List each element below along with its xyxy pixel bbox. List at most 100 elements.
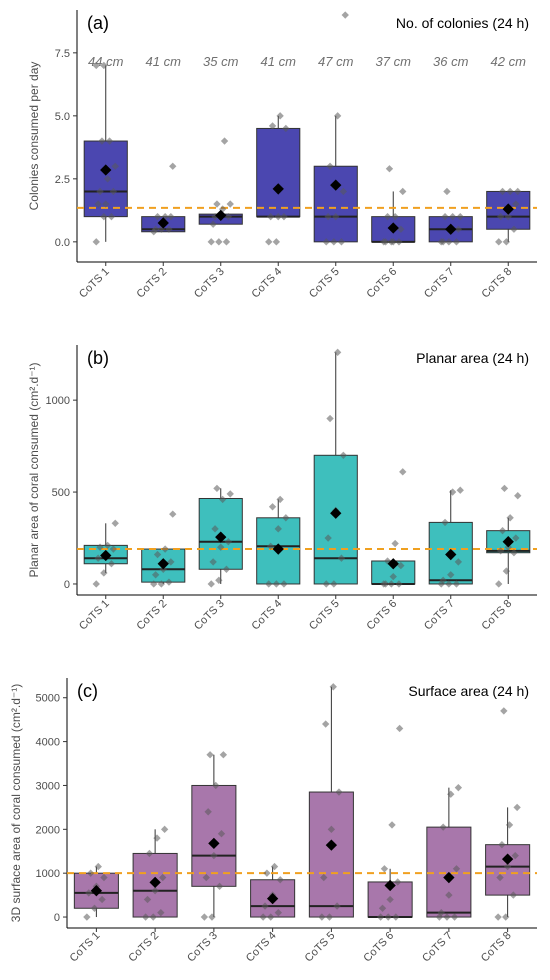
data-point <box>261 902 269 910</box>
y-tick-label: 500 <box>52 487 70 499</box>
data-point <box>387 580 396 588</box>
data-point <box>502 567 511 575</box>
box-7 <box>426 826 472 918</box>
data-point <box>111 519 119 527</box>
data-point <box>333 112 342 120</box>
data-point <box>502 238 511 246</box>
y-tick-label: 1000 <box>36 868 60 880</box>
cots-size-label: 37 cm <box>376 54 412 69</box>
data-point <box>514 187 522 196</box>
data-point <box>282 514 290 522</box>
data-point <box>100 212 108 221</box>
data-point <box>222 565 231 573</box>
data-point <box>151 571 160 579</box>
data-point <box>494 913 502 921</box>
data-point <box>324 212 332 221</box>
x-tick-label: CoTS 8 <box>480 598 515 633</box>
data-point <box>324 534 332 542</box>
mean-marker <box>445 548 457 561</box>
data-point <box>456 212 464 221</box>
data-point <box>215 882 224 891</box>
data-point <box>215 238 223 246</box>
data-point <box>266 212 275 221</box>
data-point <box>209 558 217 566</box>
data-point <box>395 580 403 588</box>
y-tick-label: 5.0 <box>55 111 70 123</box>
mean-marker <box>157 217 169 229</box>
data-point <box>452 865 461 873</box>
y-tick-label: 4000 <box>36 737 60 749</box>
data-point <box>100 569 108 577</box>
data-point <box>339 187 348 196</box>
data-point <box>202 873 210 882</box>
data-point <box>272 238 281 246</box>
data-point <box>94 200 102 208</box>
data-point <box>92 61 100 70</box>
data-point <box>100 61 108 70</box>
panel-title: Surface area (24 h) <box>408 683 529 699</box>
data-point <box>211 525 219 533</box>
cots-size-label: 36 cm <box>433 54 469 69</box>
mean-marker <box>501 853 514 865</box>
data-point <box>167 212 175 221</box>
data-point <box>341 11 349 19</box>
data-point <box>448 212 457 221</box>
data-point <box>109 545 118 553</box>
panel-c: 0 1000 2000 3000 4000 5000 3D surface area of … <box>9 678 537 964</box>
data-point <box>456 486 464 494</box>
y-tick-label: 2000 <box>36 824 60 836</box>
data-point <box>274 525 282 533</box>
data-point <box>495 580 503 588</box>
data-point <box>92 580 100 588</box>
x-tick-label: CoTS 8 <box>480 266 515 301</box>
data-point <box>447 790 455 798</box>
data-point <box>496 873 504 882</box>
mean-marker <box>215 209 227 222</box>
data-point <box>447 571 455 579</box>
data-point <box>217 830 226 838</box>
data-point <box>153 550 162 559</box>
data-point <box>206 751 214 759</box>
mean-marker <box>384 879 396 892</box>
data-point <box>215 576 223 584</box>
data-point <box>107 212 116 221</box>
x-tick-label: CoTS 1 <box>68 930 103 965</box>
data-point <box>441 518 449 527</box>
box-5 <box>308 791 354 918</box>
data-point <box>510 549 518 557</box>
cots-size-label: 35 cm <box>203 54 239 69</box>
cots-size-label: 44 cm <box>88 54 124 69</box>
y-tick-label: 2.5 <box>55 174 70 186</box>
data-point <box>506 187 514 196</box>
x-tick-label: CoTS 3 <box>192 266 227 301</box>
x-tick-label: CoTS 3 <box>185 930 220 965</box>
y-tick-label: 0.0 <box>55 237 70 249</box>
mean-marker <box>157 558 169 570</box>
data-point <box>213 200 221 208</box>
cots-size-label: 41 cm <box>146 54 182 69</box>
data-point <box>85 889 93 897</box>
data-point <box>322 580 330 588</box>
data-point <box>330 580 338 588</box>
data-point <box>329 683 337 691</box>
panel-title: No. of colonies (24 h) <box>396 15 529 31</box>
data-point <box>496 547 505 555</box>
x-tick-label: CoTS 2 <box>126 930 161 965</box>
x-tick-label: CoTS 7 <box>422 266 457 301</box>
data-point <box>391 539 399 548</box>
data-point <box>511 851 519 860</box>
data-point <box>384 913 392 921</box>
data-point <box>333 902 341 910</box>
x-tick-label: CoTS 3 <box>192 598 227 633</box>
y-tick-label: 0 <box>54 912 60 924</box>
panel-title: Planar area (24 h) <box>416 350 529 366</box>
x-tick-label: CoTS 7 <box>420 930 455 965</box>
y-tick-label: 1000 <box>46 395 70 407</box>
x-tick-label: CoTS 4 <box>250 266 285 301</box>
data-point <box>505 821 514 829</box>
data-point <box>207 238 215 246</box>
mean-marker <box>502 536 514 548</box>
x-tick-label: CoTS 2 <box>135 598 170 633</box>
x-tick-label: CoTS 1 <box>77 598 112 633</box>
data-point <box>98 137 106 145</box>
